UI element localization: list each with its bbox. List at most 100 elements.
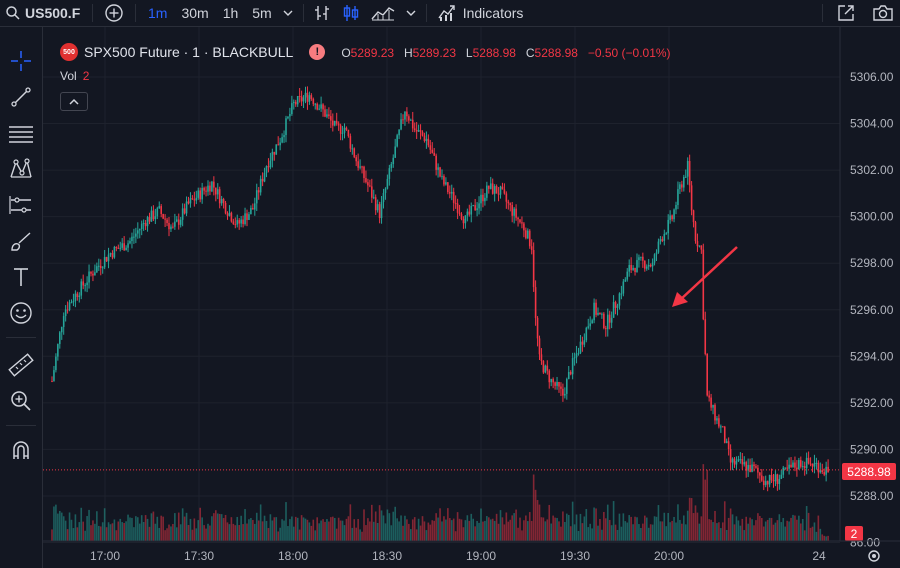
volume-bar xyxy=(320,520,322,541)
candle-body xyxy=(86,282,88,286)
candle-body xyxy=(76,293,79,298)
candle-body xyxy=(425,138,428,141)
volume-bar xyxy=(515,509,517,541)
pattern-tool[interactable] xyxy=(6,155,36,183)
candle-body xyxy=(337,123,340,126)
volume-bar xyxy=(482,521,484,541)
timeframe-1h[interactable]: 1h xyxy=(222,5,239,21)
ruler-tool[interactable] xyxy=(6,351,36,379)
candle-body xyxy=(417,130,420,132)
timeframe-1m[interactable]: 1m xyxy=(148,5,168,21)
candle-body xyxy=(698,245,701,247)
market-status-icon[interactable]: ! xyxy=(309,44,326,60)
bar-chart-icon[interactable] xyxy=(312,3,332,23)
volume-bar xyxy=(798,515,800,541)
volume-bar xyxy=(495,513,498,541)
candle-body xyxy=(661,239,664,241)
symbol-search[interactable]: US500.F xyxy=(0,0,92,26)
time-axis[interactable]: 17:00 17:30 18:00 18:30 19:00 19:30 20:00 24 xyxy=(90,549,826,563)
compare-button[interactable] xyxy=(93,0,135,26)
candle-body xyxy=(232,221,235,225)
brush-tool[interactable] xyxy=(6,227,36,255)
volume-bar xyxy=(285,502,287,541)
candle-body xyxy=(786,467,788,469)
volume-bar xyxy=(690,498,693,541)
price-label: 5300.00 xyxy=(850,210,894,224)
collapse-legend-button[interactable] xyxy=(60,92,88,111)
candle-body xyxy=(185,201,188,214)
volume-bar xyxy=(257,520,260,541)
timeframe-30m[interactable]: 30m xyxy=(181,5,209,21)
snapshot-button[interactable] xyxy=(834,0,858,26)
candles-icon[interactable] xyxy=(341,3,361,23)
volume-bar xyxy=(265,520,268,541)
volume-bar xyxy=(119,518,122,541)
volume-bar xyxy=(770,517,773,541)
symbol-title[interactable]: SPX500 Future · 1 · BLACKBULL xyxy=(84,44,294,60)
volume-bar xyxy=(332,516,334,541)
volume-bar xyxy=(335,528,338,541)
candle-body xyxy=(66,309,69,311)
candle-body xyxy=(782,467,785,475)
forecast-tool[interactable] xyxy=(6,191,36,219)
volume-bar xyxy=(314,530,317,541)
chevron-down-icon[interactable] xyxy=(404,6,418,20)
volume-bar xyxy=(566,513,568,541)
candle-body xyxy=(528,230,531,247)
volume-bar xyxy=(201,517,203,541)
volume-bar xyxy=(571,501,574,541)
zoom-tool[interactable] xyxy=(6,387,36,415)
volume-bar xyxy=(513,513,515,541)
area-chart-icon[interactable] xyxy=(370,3,396,23)
magnet-tool[interactable] xyxy=(6,437,36,465)
candle-body xyxy=(622,281,625,294)
volume-bar xyxy=(425,530,428,541)
volume-bar xyxy=(556,517,558,541)
volume-bar xyxy=(195,528,198,541)
candle-body xyxy=(634,267,636,273)
candle-body xyxy=(396,135,398,147)
volume-bar xyxy=(468,520,471,541)
horizontal-lines-tool[interactable] xyxy=(6,119,36,147)
volume-bar xyxy=(739,525,742,541)
chevron-down-icon[interactable] xyxy=(281,6,295,20)
symbol-logo[interactable]: 500 xyxy=(60,43,78,61)
volume-bar xyxy=(121,522,123,541)
candle-body xyxy=(62,316,65,327)
volume-bar xyxy=(378,505,381,541)
candle-body xyxy=(152,210,155,220)
candle-body xyxy=(741,459,744,465)
volume-bar xyxy=(653,516,656,541)
text-tool[interactable] xyxy=(6,263,36,291)
volume-bar xyxy=(764,521,767,541)
toolbar-divider xyxy=(92,4,93,22)
volume-bar xyxy=(774,522,777,541)
volume-bar xyxy=(647,527,650,541)
trend-line-tool[interactable] xyxy=(6,83,36,111)
emoji-tool[interactable] xyxy=(6,299,36,327)
gear-icon[interactable] xyxy=(868,550,880,562)
volume-bar xyxy=(355,527,357,541)
volume-bar xyxy=(94,523,96,541)
indicators-button[interactable]: Indicators xyxy=(427,0,523,26)
volume-bar xyxy=(363,509,365,541)
candle-body xyxy=(415,129,418,132)
volume-bar xyxy=(369,521,371,541)
price-scale[interactable]: 5306.00 5304.00 5302.00 5300.00 5298.00 5296.… xyxy=(850,70,894,550)
volume-bar xyxy=(659,521,662,541)
volume-bar xyxy=(673,516,675,541)
candle-body xyxy=(620,293,623,295)
forecast-icon xyxy=(9,196,31,214)
candle-body xyxy=(778,478,781,484)
candle-body xyxy=(731,458,734,463)
camera-button[interactable] xyxy=(870,0,896,26)
candle-body xyxy=(222,198,225,203)
crosshair-tool[interactable] xyxy=(6,47,36,75)
volume-bar xyxy=(542,517,545,541)
candle-body xyxy=(392,157,395,165)
volume-bar xyxy=(435,513,437,541)
timeframe-5m[interactable]: 5m xyxy=(252,5,272,21)
candle-body xyxy=(671,215,673,220)
price-label: 5298.00 xyxy=(850,256,894,270)
